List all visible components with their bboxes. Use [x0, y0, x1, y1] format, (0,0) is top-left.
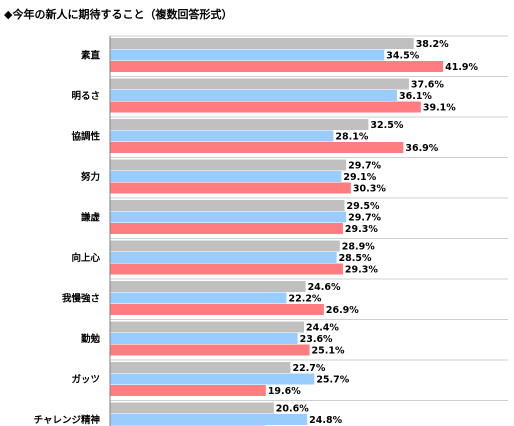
bar [110, 333, 298, 344]
data-label: 24.4% [306, 323, 339, 334]
bar [110, 385, 266, 396]
data-label: 29.7% [348, 161, 381, 172]
bar [110, 402, 274, 414]
data-label: 24.6% [308, 282, 341, 293]
bar [110, 362, 291, 373]
bar [110, 142, 404, 153]
bar [110, 182, 351, 194]
category-label: 素直 [80, 50, 101, 62]
category-label: 我慢強さ [62, 293, 100, 305]
bar [110, 252, 337, 263]
category-label: 謙虚 [81, 212, 101, 224]
category-label: 勤勉 [81, 333, 101, 345]
data-label: 39.1% [423, 103, 456, 114]
bar [110, 304, 324, 315]
category-label: 努力 [81, 171, 100, 183]
category-label: チャレンジ精神 [34, 414, 100, 426]
bar [110, 130, 334, 142]
bar [110, 223, 343, 234]
bar [110, 171, 342, 182]
bar [110, 240, 340, 252]
category-label: 明るさ [71, 91, 100, 102]
bar [110, 211, 347, 223]
data-label: 20.6% [276, 404, 309, 415]
data-label: 24.8% [309, 415, 342, 426]
data-label: 19.6% [268, 386, 301, 397]
data-label: 22.7% [292, 363, 325, 374]
category-label: ガッツ [71, 374, 100, 386]
data-label: 29.1% [343, 172, 376, 183]
bar [110, 321, 304, 333]
bar [110, 263, 343, 275]
data-label: 30.3% [353, 184, 386, 195]
data-label: 29.3% [345, 224, 378, 235]
bar [110, 90, 397, 101]
bar [110, 61, 444, 72]
chart-title: ◆今年の新人に期待すること（複数回答形式） [4, 8, 233, 21]
data-label: 36.1% [399, 91, 432, 102]
data-label: 38.2% [416, 39, 449, 50]
data-label: 25.1% [312, 346, 345, 357]
data-label: 29.3% [345, 265, 378, 276]
bar [110, 78, 409, 90]
data-label: 41.9% [445, 62, 478, 73]
bar [110, 373, 315, 385]
data-label: 29.7% [348, 213, 381, 224]
category-label: 協調性 [71, 131, 100, 143]
category-label: 向上心 [71, 252, 100, 264]
data-label: 22.2% [288, 294, 321, 305]
data-label: 25.7% [316, 375, 349, 386]
bar [110, 159, 347, 171]
bar [110, 200, 345, 211]
data-label: 36.9% [405, 143, 438, 154]
data-label: 23.6% [300, 334, 333, 345]
bar [110, 101, 421, 113]
data-label: 28.1% [335, 132, 368, 143]
bar [110, 414, 308, 425]
data-label: 37.6% [411, 80, 444, 91]
bar [110, 292, 287, 304]
data-label: 34.5% [386, 51, 419, 62]
bar [110, 38, 414, 49]
bar [110, 344, 310, 356]
plot-area: 素直 38.2%34.5% 41.9% 明るさ 37.6%36.1%39.1% 協調性 32… [34, 35, 508, 426]
data-label: 28.5% [339, 253, 372, 264]
bar [110, 49, 385, 61]
data-label: 32.5% [370, 120, 403, 131]
data-label: 29.5% [347, 201, 380, 212]
bar [110, 119, 369, 130]
bar [110, 281, 306, 292]
data-label: 28.9% [342, 242, 375, 253]
data-label: 26.9% [326, 305, 359, 316]
